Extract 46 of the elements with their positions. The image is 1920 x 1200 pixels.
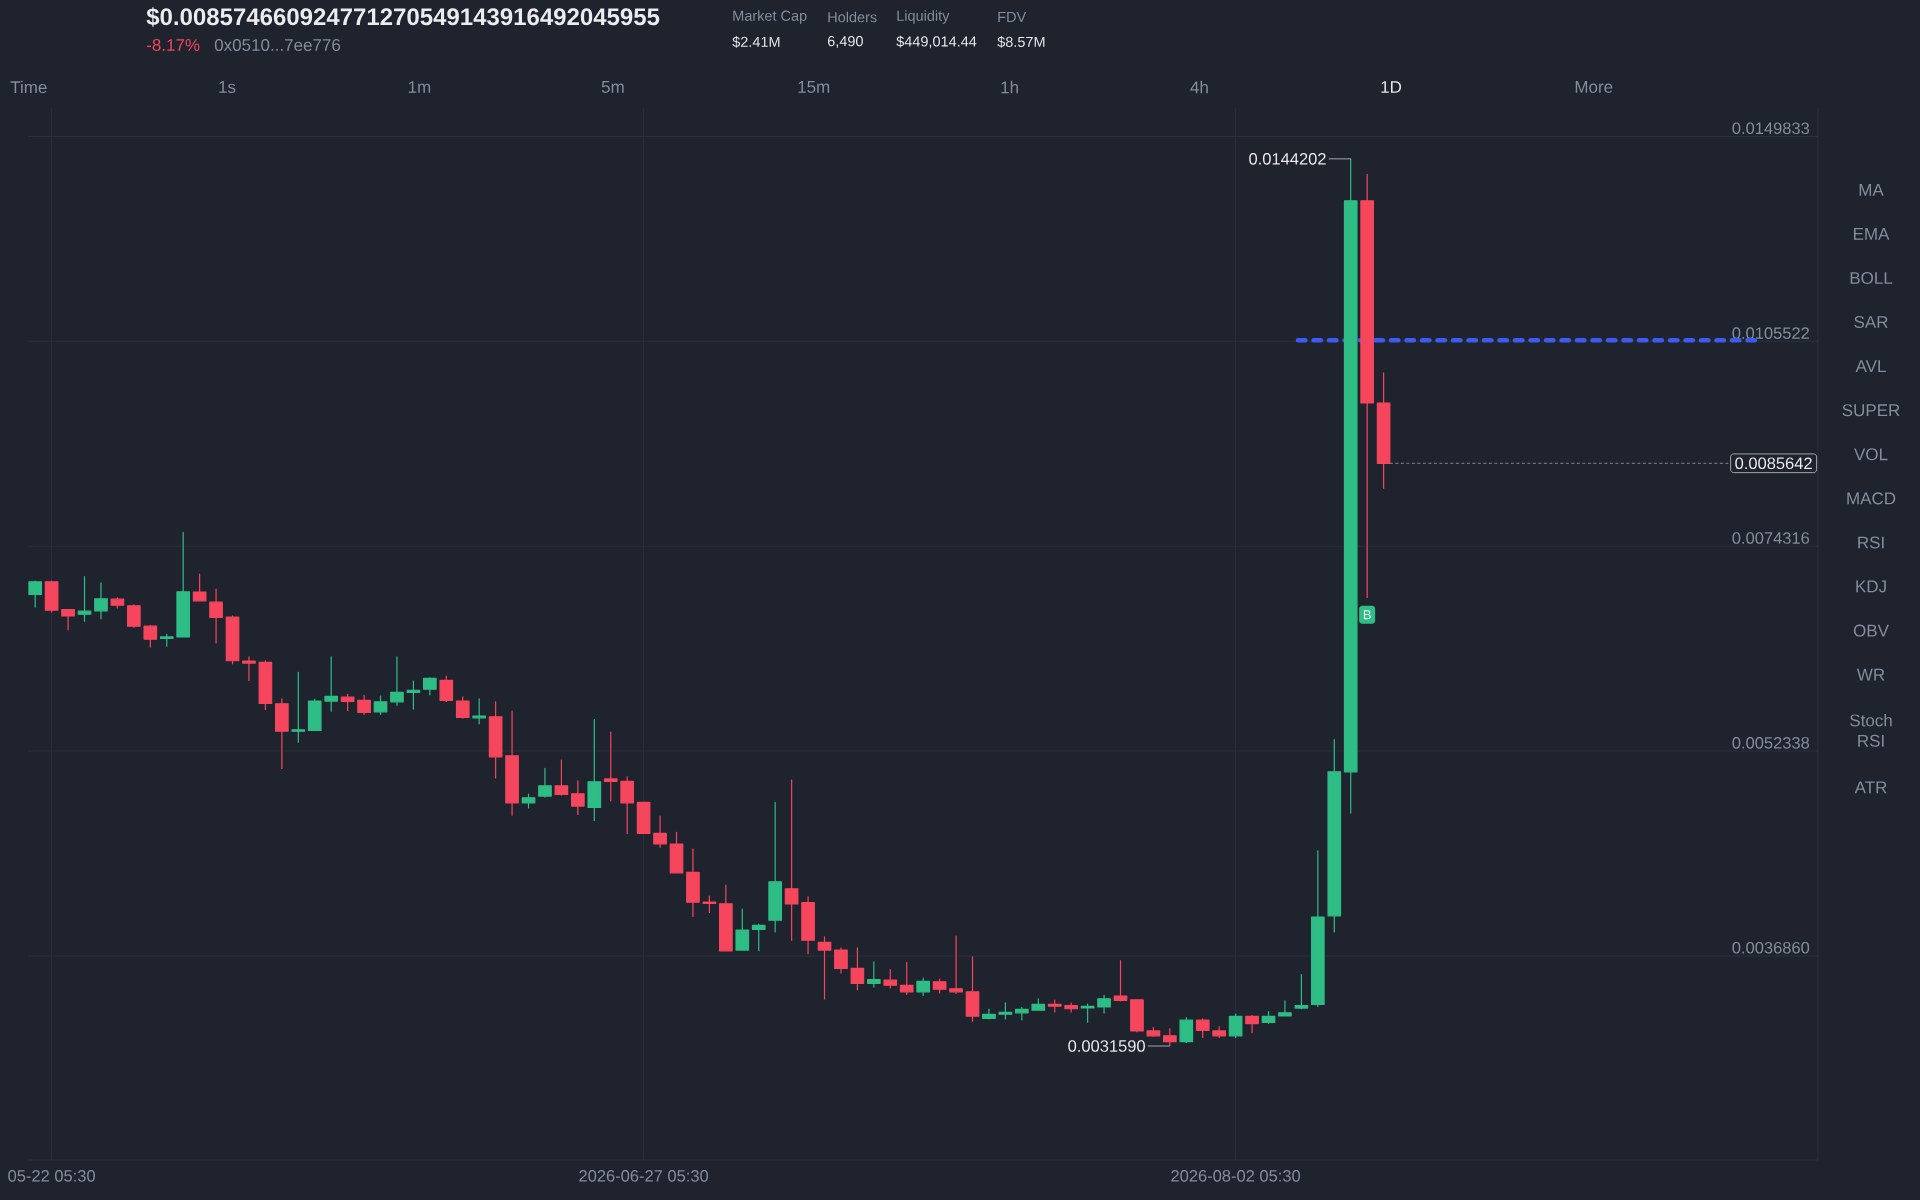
text: EMA [1854,228,1890,240]
y-tick-label: 0.0036860 [1732,941,1810,954]
text: OBV [1853,624,1889,637]
text: 0x0510...7ee776 [214,38,341,52]
x-tick-label: 2026-08-02 05:30 [1171,1170,1301,1182]
text: SAR [1854,315,1888,329]
text: WR [1856,668,1885,681]
text: FDV [998,12,1027,22]
text: 6,490 [827,35,863,48]
text: KDJ [1856,580,1886,593]
text: $2.41M [732,36,780,48]
y-tick-label: 0.0149833 [1732,122,1810,135]
annotation: 0.0031590 [1068,1040,1145,1052]
text: $449,014.44 [896,35,977,49]
annotation: B [1363,610,1371,620]
text: VOL [1854,448,1888,461]
text: 5m [601,81,624,93]
text: 1s [219,81,236,93]
text: AVL [1855,360,1886,372]
text: $8.57M [997,36,1045,48]
text: ATR [1854,781,1887,794]
y-tick-label: 0.0052338 [1732,736,1810,749]
y-tick-label: 0.0074316 [1732,532,1810,544]
text: 1h [1001,80,1018,94]
text: 4h [1190,80,1208,94]
annotation: 0.0144202 [1249,153,1326,165]
text: 1D [1381,81,1402,93]
text: Stoch RSI [1850,713,1892,747]
text: Market Cap [733,10,807,24]
chart-title: $0.008574660924771270549143916492045955 [146,7,660,27]
text: MA [1859,183,1884,196]
text: Liquidity [897,10,950,24]
text: SUPER [1842,404,1900,417]
text: Time [10,80,47,94]
text: MACD [1847,492,1896,505]
text: -8.17% [146,38,200,52]
ref-line-label: 0.0085642 [1735,457,1812,470]
text: 15m [798,81,830,93]
text: More [1575,81,1613,93]
y-tick-label: 0.0105522 [1732,327,1809,339]
x-tick-label: 2026-06-27 05:30 [579,1170,709,1182]
x-tick-label: 05-22 05:30 [8,1170,95,1182]
text: Holders [828,11,877,23]
text: 1m [408,81,431,93]
text: RSI [1858,536,1884,549]
text: BOLL [1850,271,1893,285]
